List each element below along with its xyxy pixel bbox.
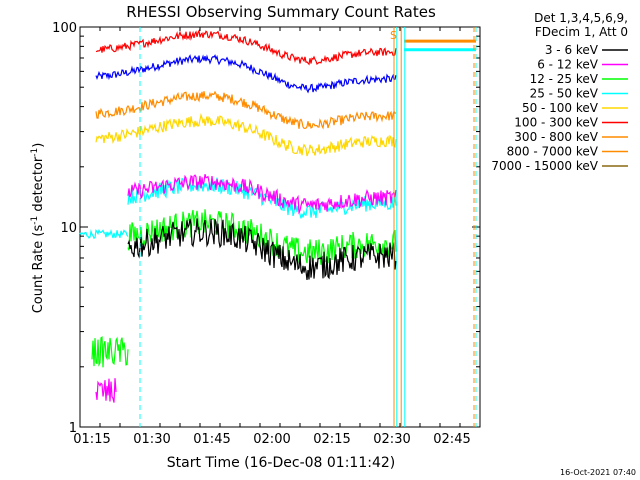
s-marker-label: S [390,29,397,42]
legend-label: 12 - 25 keV [530,72,599,86]
y-axis-label-sup2: -1 [30,148,40,157]
x-tick-label: 01:15 [73,432,110,447]
legend-label: 800 - 7000 keV [507,145,599,159]
series-trace [95,29,397,66]
legend-label: 25 - 50 keV [530,87,599,101]
series-trace [127,209,397,265]
plot-area: S [79,26,481,428]
legend-label: 7000 - 15000 keV [491,159,598,173]
pre-level-trace [91,336,129,368]
x-tick-label: 02:00 [253,432,290,447]
y-axis-label-sup1: -1 [30,216,40,225]
y-tick-label: 1 [69,421,77,436]
y-axis-label: Count Rate (s-1 detector-1) [30,143,46,314]
x-axis-ticks [79,27,481,427]
x-tick-label: 02:45 [433,432,470,447]
y-tick-label: 100 [52,21,77,36]
legend-label: 6 - 12 keV [537,58,599,72]
aux-trace [79,228,129,240]
legend-label: 50 - 100 keV [522,101,599,115]
y-axis-label-end: ) [31,143,46,148]
legend-header-line1: Det 1,3,4,5,6,9, [534,11,628,25]
y-axis-label-main: Count Rate (s [31,225,46,314]
y-axis-label-mid: detector [31,156,46,216]
aux-trace [95,54,397,94]
x-tick-label: 02:15 [313,432,350,447]
x-axis-label: Start Time (16-Dec-08 01:11:42) [167,455,395,471]
x-tick-label: 01:45 [193,432,230,447]
x-tick-labels: 01:15 01:30 01:45 02:00 02:15 02:30 02:45 [73,432,470,447]
vertical-markers: S [139,27,477,427]
legend: Det 1,3,4,5,6,9, FDecim 1, Att 0 3 - 6 k… [491,11,628,173]
series-traces [79,29,476,403]
series-trace [127,176,397,219]
legend-header-line2: FDecim 1, Att 0 [535,25,628,39]
pre-level-trace [95,378,117,403]
series-trace [95,113,397,157]
legend-label: 300 - 800 keV [514,130,598,144]
legend-label: 100 - 300 keV [514,116,598,130]
series-trace [95,90,397,130]
legend-label: 3 - 6 keV [545,43,599,57]
series-trace [127,174,397,215]
x-tick-label: 02:30 [373,432,410,447]
chart-title: RHESSI Observing Summary Count Rates [126,3,436,21]
series-trace [127,218,397,280]
x-tick-label: 01:30 [133,432,170,447]
y-tick-label: 10 [60,221,77,236]
y-tick-labels: 1 10 100 [52,21,77,436]
footer-timestamp: 16-Oct-2021 07:40 [560,468,636,477]
